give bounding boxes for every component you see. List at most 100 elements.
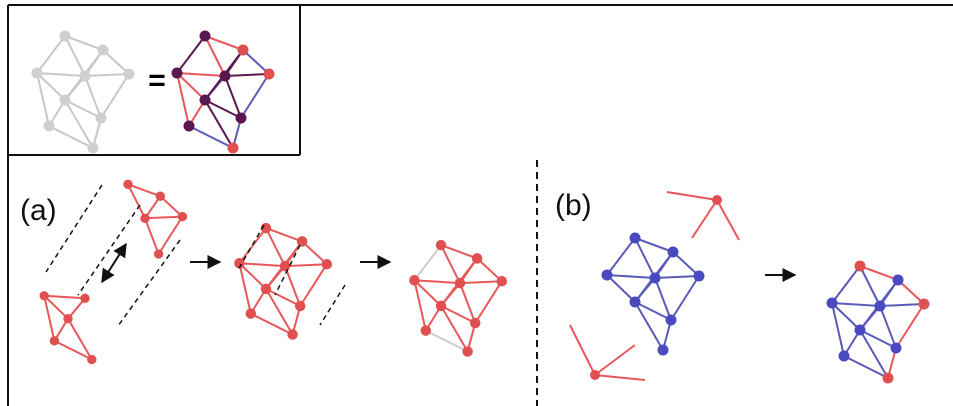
atom bbox=[199, 30, 211, 42]
bond bbox=[634, 301, 672, 321]
atom bbox=[649, 272, 661, 284]
bond bbox=[127, 183, 161, 198]
atom bbox=[657, 344, 669, 356]
bond bbox=[159, 195, 184, 218]
bond bbox=[176, 72, 226, 77]
bond bbox=[265, 227, 286, 267]
guide bbox=[274, 244, 301, 296]
atom bbox=[435, 239, 447, 251]
bond bbox=[204, 35, 244, 51]
bond bbox=[569, 324, 596, 376]
atom bbox=[260, 283, 272, 295]
bond bbox=[48, 125, 94, 149]
bond bbox=[204, 99, 234, 149]
bond bbox=[36, 72, 66, 101]
bond bbox=[634, 237, 674, 253]
atom bbox=[235, 112, 247, 124]
atom bbox=[496, 275, 508, 287]
bond bbox=[176, 72, 190, 127]
bond bbox=[440, 305, 476, 324]
bond bbox=[102, 49, 130, 75]
cluster bbox=[409, 239, 508, 357]
atom bbox=[183, 120, 195, 132]
atom bbox=[420, 325, 432, 336]
atom bbox=[854, 324, 866, 336]
bond bbox=[176, 35, 206, 74]
bond bbox=[64, 99, 102, 119]
atom bbox=[321, 258, 333, 270]
cluster bbox=[601, 232, 705, 356]
fragment bbox=[666, 191, 740, 241]
bond bbox=[43, 295, 56, 342]
cluster bbox=[826, 260, 930, 384]
atom bbox=[667, 246, 679, 258]
bond bbox=[831, 302, 845, 357]
bond bbox=[250, 312, 294, 336]
atom bbox=[153, 249, 164, 259]
bond bbox=[238, 262, 267, 290]
atom bbox=[59, 94, 71, 106]
atom bbox=[199, 94, 211, 106]
bond bbox=[474, 280, 503, 324]
bond bbox=[843, 355, 889, 379]
double-arrow bbox=[101, 242, 127, 284]
atom bbox=[665, 314, 677, 326]
atom bbox=[462, 346, 473, 357]
bond bbox=[831, 302, 861, 331]
bond bbox=[301, 240, 328, 265]
atom bbox=[227, 142, 239, 154]
atom bbox=[435, 300, 447, 312]
bond bbox=[476, 257, 503, 282]
bond bbox=[672, 251, 700, 277]
atom bbox=[245, 308, 257, 319]
bond bbox=[654, 275, 700, 279]
bond bbox=[594, 374, 646, 381]
bond bbox=[238, 227, 267, 264]
bond bbox=[84, 73, 130, 77]
bond bbox=[691, 199, 718, 239]
bond bbox=[879, 303, 925, 307]
bond bbox=[144, 217, 160, 255]
atom bbox=[155, 191, 165, 201]
atom bbox=[87, 142, 99, 154]
bond bbox=[64, 35, 104, 51]
panel-label: (b) bbox=[555, 189, 592, 222]
bond bbox=[265, 288, 294, 336]
bond bbox=[895, 303, 925, 349]
atom bbox=[97, 44, 109, 56]
atom bbox=[471, 253, 483, 264]
atom bbox=[95, 112, 107, 124]
atom bbox=[838, 350, 850, 362]
bond bbox=[831, 302, 881, 307]
cluster bbox=[31, 30, 135, 154]
fragment bbox=[569, 324, 646, 381]
guide bbox=[319, 284, 346, 326]
atom bbox=[123, 179, 133, 189]
atom bbox=[49, 336, 60, 346]
bond bbox=[859, 265, 899, 281]
bond bbox=[224, 73, 270, 77]
atom bbox=[79, 70, 91, 82]
bond bbox=[606, 237, 636, 276]
atom bbox=[80, 293, 90, 303]
bond bbox=[265, 227, 303, 243]
atom bbox=[712, 195, 722, 205]
guide bbox=[77, 204, 141, 296]
bond bbox=[188, 125, 234, 149]
cluster bbox=[123, 179, 188, 259]
bond bbox=[238, 263, 252, 314]
bond bbox=[879, 305, 897, 349]
atom bbox=[629, 232, 641, 244]
bond bbox=[413, 280, 427, 331]
atom bbox=[43, 120, 55, 132]
atom bbox=[294, 300, 306, 312]
bond bbox=[425, 329, 469, 353]
atom bbox=[234, 258, 245, 269]
bond bbox=[634, 301, 664, 351]
atom bbox=[59, 30, 71, 42]
bond bbox=[716, 199, 740, 241]
bond bbox=[859, 265, 881, 307]
bond bbox=[284, 265, 302, 307]
bond bbox=[606, 274, 636, 303]
bond bbox=[204, 99, 242, 119]
